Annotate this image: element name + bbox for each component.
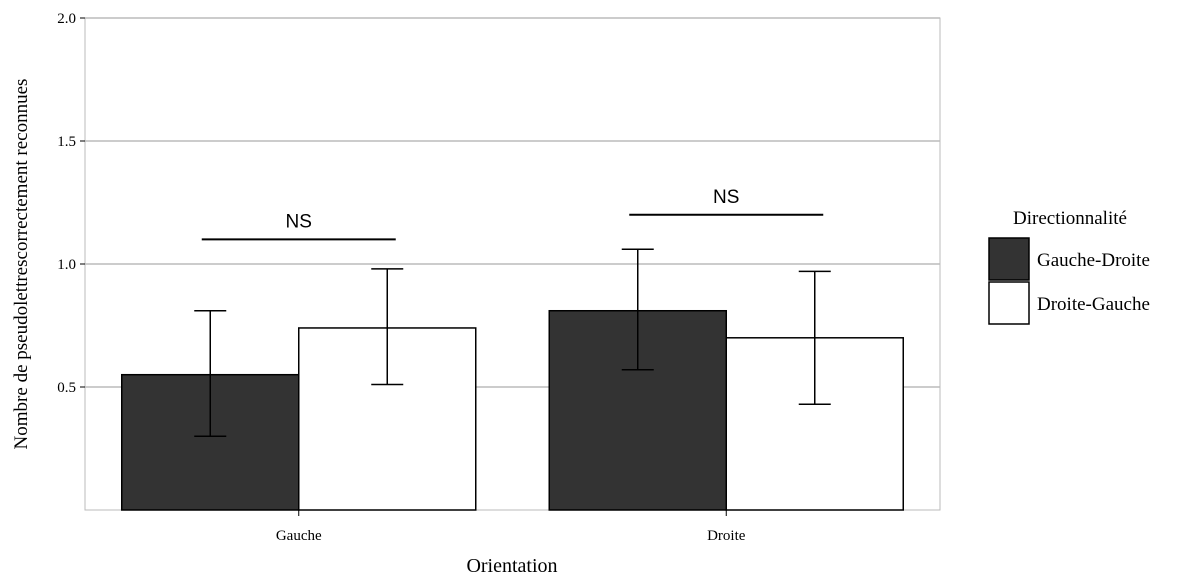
legend-swatch bbox=[988, 281, 1030, 325]
error-bars bbox=[194, 248, 831, 437]
significance-label: NS bbox=[713, 187, 739, 208]
legend-label: Droite-Gauche bbox=[1037, 294, 1150, 315]
legend-label: Gauche-Droite bbox=[1037, 250, 1150, 271]
significance-label: NS bbox=[286, 211, 312, 232]
legend: Directionnalité Gauche-Droite Droite-Gauc… bbox=[988, 208, 1150, 325]
y-tick-label: 1.0 bbox=[57, 257, 76, 273]
x-axis-label: Orientation bbox=[466, 555, 557, 576]
y-tick-label: 2.0 bbox=[57, 11, 76, 27]
y-axis-label: Nombre de pseudolettrescorrectement reco… bbox=[11, 79, 32, 450]
y-tick-label: 1.5 bbox=[57, 134, 76, 150]
x-tick-label: Gauche bbox=[276, 528, 322, 544]
annotations: NS NS bbox=[201, 187, 824, 241]
y-axis-ticks: 0.5 1.0 1.5 2.0 bbox=[57, 11, 85, 396]
x-axis-ticks: Gauche Droite bbox=[276, 510, 746, 544]
y-tick-label: 0.5 bbox=[57, 380, 76, 396]
legend-title: Directionnalité bbox=[1013, 208, 1127, 229]
legend-swatch bbox=[988, 237, 1030, 281]
x-tick-label: Droite bbox=[707, 528, 746, 544]
